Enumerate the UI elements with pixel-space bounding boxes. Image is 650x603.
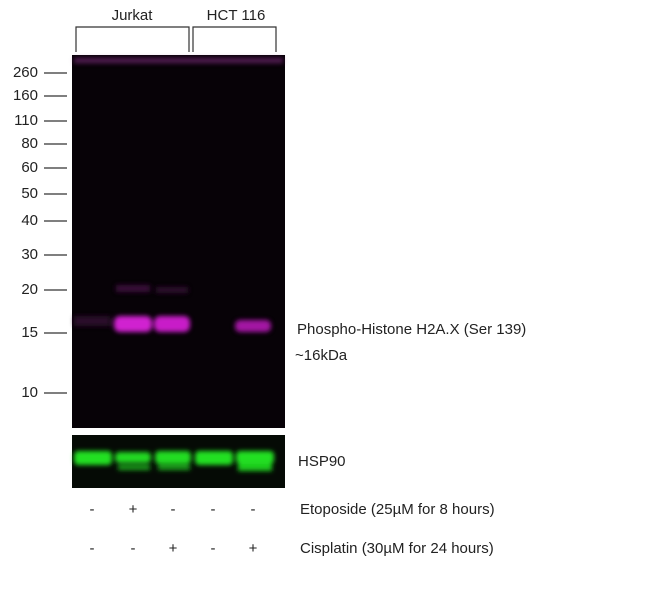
- marker-label: 260: [13, 64, 38, 81]
- lane-sign: +: [169, 540, 178, 557]
- bands: [74, 58, 283, 332]
- lane-sign: -: [171, 501, 176, 518]
- bracket: [192, 26, 277, 52]
- treatment-label: Etoposide (25µM for 8 hours): [300, 501, 495, 518]
- marker-label: 20: [21, 281, 38, 298]
- blot: [72, 55, 285, 428]
- bands: [74, 451, 274, 471]
- marker-label: 60: [21, 159, 38, 176]
- marker-label: 40: [21, 212, 38, 229]
- lane-sign: -: [90, 540, 95, 557]
- treatment-label: Cisplatin (30µM for 24 hours): [300, 540, 494, 557]
- band-label: ~16kDa: [295, 347, 348, 364]
- lane-sign: -: [211, 540, 216, 557]
- lane-sign: -: [211, 501, 216, 518]
- marker-label: 30: [21, 246, 38, 263]
- lane-sign: -: [131, 540, 136, 557]
- group-label: HCT 116: [207, 7, 266, 24]
- lane-sign: +: [249, 540, 258, 557]
- group-label: Jurkat: [112, 7, 154, 24]
- band-label: Phospho-Histone H2A.X (Ser 139): [297, 321, 526, 338]
- loading-control-label: HSP90: [298, 453, 346, 470]
- lane-sign: +: [129, 501, 138, 518]
- marker-label: 80: [21, 135, 38, 152]
- marker-label: 15: [21, 324, 38, 341]
- marker-label: 110: [14, 112, 38, 129]
- lane-sign: -: [90, 501, 95, 518]
- marker-label: 10: [21, 384, 38, 401]
- bracket: [75, 26, 190, 52]
- lane-sign: -: [251, 501, 256, 518]
- marker-label: 50: [21, 185, 38, 202]
- marker-label: 160: [13, 87, 38, 104]
